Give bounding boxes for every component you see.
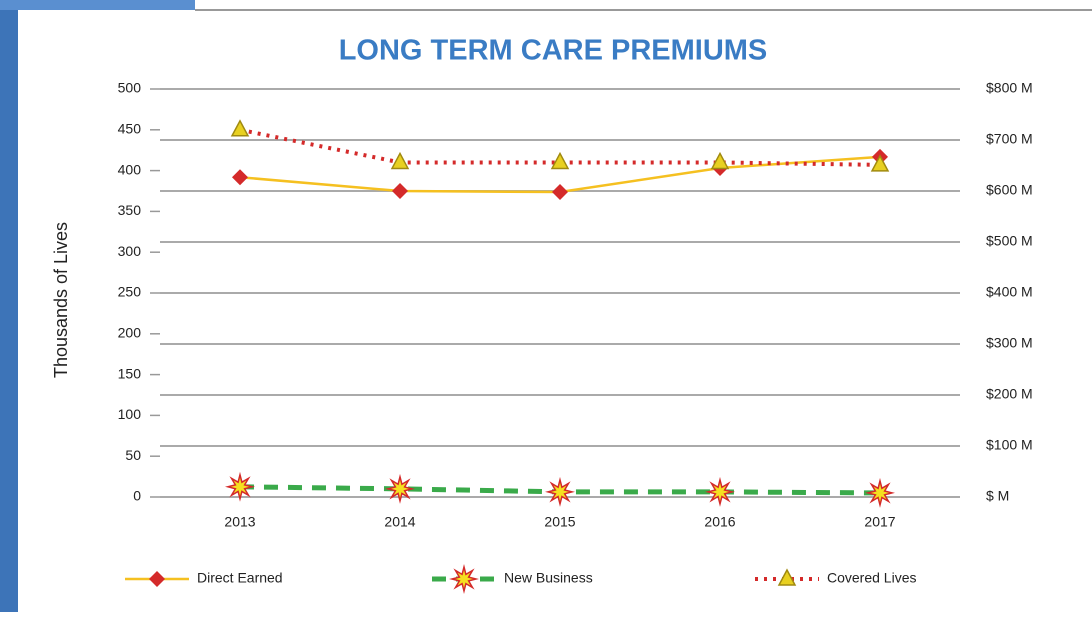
- legend-label: Covered Lives: [827, 570, 917, 586]
- x-tick-label: 2016: [704, 514, 735, 530]
- y-tick-label: 0: [133, 488, 141, 504]
- y-tick-label: 400: [118, 161, 142, 177]
- y2-tick-label: $ M: [986, 488, 1009, 504]
- y2-tick-label: $300 M: [986, 335, 1033, 351]
- marker: [870, 154, 890, 172]
- y-tick-label: 50: [125, 447, 141, 463]
- legend-label: New Business: [504, 570, 593, 586]
- y-tick-label: 350: [118, 202, 142, 218]
- y2-tick-label: $400 M: [986, 284, 1033, 300]
- marker: [545, 476, 575, 507]
- x-tick-label: 2014: [384, 514, 415, 530]
- y-tick-label: 150: [118, 365, 142, 381]
- marker: [865, 477, 895, 508]
- marker: [705, 476, 735, 507]
- y2-tick-label: $600 M: [986, 182, 1033, 198]
- marker: [230, 119, 250, 137]
- legend-marker: [449, 564, 479, 594]
- marker: [710, 151, 730, 170]
- series-line: [239, 127, 881, 167]
- y-tick-label: 250: [118, 284, 142, 300]
- side-strip: [0, 0, 18, 612]
- x-tick-label: 2015: [544, 514, 575, 530]
- y-axis-label: Thousands of Lives: [51, 222, 71, 378]
- marker: [552, 184, 568, 201]
- x-tick-label: 2017: [864, 514, 895, 530]
- top-strip: [0, 0, 195, 10]
- legend-marker: [777, 568, 797, 586]
- y2-tick-label: $800 M: [986, 80, 1033, 96]
- x-tick-label: 2013: [224, 514, 255, 530]
- y-tick-label: 500: [118, 80, 142, 96]
- y-tick-label: 300: [118, 243, 142, 259]
- y2-tick-label: $700 M: [986, 131, 1033, 147]
- chart-title: LONG TERM CARE PREMIUMS: [339, 35, 768, 67]
- y2-tick-label: $500 M: [986, 233, 1033, 249]
- marker: [385, 473, 415, 504]
- marker: [232, 169, 248, 186]
- y-tick-label: 450: [118, 121, 142, 137]
- y-tick-label: 100: [118, 406, 142, 422]
- marker: [390, 151, 410, 170]
- legend-marker: [149, 571, 165, 587]
- marker: [550, 151, 570, 170]
- legend-label: Direct Earned: [197, 570, 283, 586]
- marker: [392, 183, 408, 199]
- marker: [225, 471, 255, 502]
- y2-tick-label: $100 M: [986, 437, 1033, 453]
- y2-tick-label: $200 M: [986, 386, 1033, 402]
- y-tick-label: 200: [118, 325, 142, 341]
